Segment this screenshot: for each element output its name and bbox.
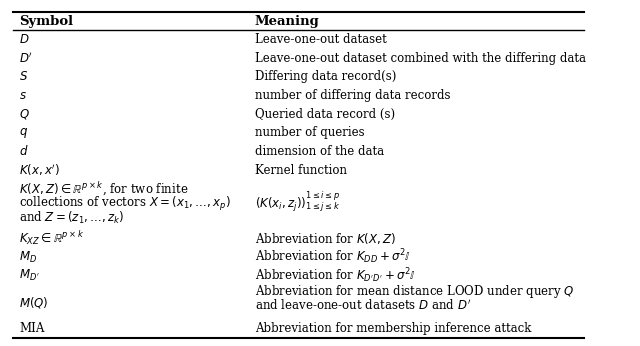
Text: $s$: $s$ [19,89,27,102]
Text: collections of vectors $X = (x_1, \ldots, x_p)$: collections of vectors $X = (x_1, \ldots… [19,194,230,212]
Text: Symbol: Symbol [19,15,73,27]
Text: number of differing data records: number of differing data records [255,89,450,102]
Text: Leave-one-out dataset: Leave-one-out dataset [255,33,387,46]
Text: Abbreviation for $K(X, Z)$: Abbreviation for $K(X, Z)$ [255,231,396,246]
Text: Abbreviation for $K_{DD} + \sigma^2 \mathbb{I}$: Abbreviation for $K_{DD} + \sigma^2 \mat… [255,248,411,266]
Text: Abbreviation for $K_{D'D'} + \sigma^2 \mathbb{I}$: Abbreviation for $K_{D'D'} + \sigma^2 \m… [255,266,415,285]
Text: and leave-one-out datasets $D$ and $D'$: and leave-one-out datasets $D$ and $D'$ [255,298,471,313]
Text: number of queries: number of queries [255,126,364,139]
Text: $K_{XZ} \in \mathbb{R}^{p \times k}$: $K_{XZ} \in \mathbb{R}^{p \times k}$ [19,229,84,247]
Text: Leave-one-out dataset combined with the differing data: Leave-one-out dataset combined with the … [255,52,586,65]
Text: $K(x, x')$: $K(x, x')$ [19,162,60,178]
Text: dimension of the data: dimension of the data [255,145,384,158]
Text: $D$: $D$ [19,33,29,46]
Text: $(K(x_i, z_j))_{\substack{1 \leq i \leq p \\ 1 \leq j \leq k}}$: $(K(x_i, z_j))_{\substack{1 \leq i \leq … [255,191,340,214]
Text: $d$: $d$ [19,144,29,158]
Text: and $Z = (z_1, \ldots, z_k)$: and $Z = (z_1, \ldots, z_k)$ [19,210,124,226]
Text: $M_D$: $M_D$ [19,249,37,265]
Text: $Q$: $Q$ [19,107,30,121]
Text: $M(Q)$: $M(Q)$ [19,294,49,310]
Text: Kernel function: Kernel function [255,164,347,176]
Text: $K(X, Z) \in \mathbb{R}^{p \times k}$, for two finite: $K(X, Z) \in \mathbb{R}^{p \times k}$, f… [19,181,188,198]
Text: Meaning: Meaning [255,15,319,27]
Text: Differing data record(s): Differing data record(s) [255,70,396,83]
Text: Abbreviation for membership inference attack: Abbreviation for membership inference at… [255,322,531,335]
Text: $D'$: $D'$ [19,51,33,65]
Text: $M_{D'}$: $M_{D'}$ [19,268,40,283]
Text: $q$: $q$ [19,126,28,140]
Text: MIA: MIA [19,322,44,335]
Text: Abbreviation for mean distance LOOD under query $Q$: Abbreviation for mean distance LOOD unde… [255,283,574,300]
Text: Queried data record (s): Queried data record (s) [255,108,395,121]
Text: $S$: $S$ [19,70,28,83]
